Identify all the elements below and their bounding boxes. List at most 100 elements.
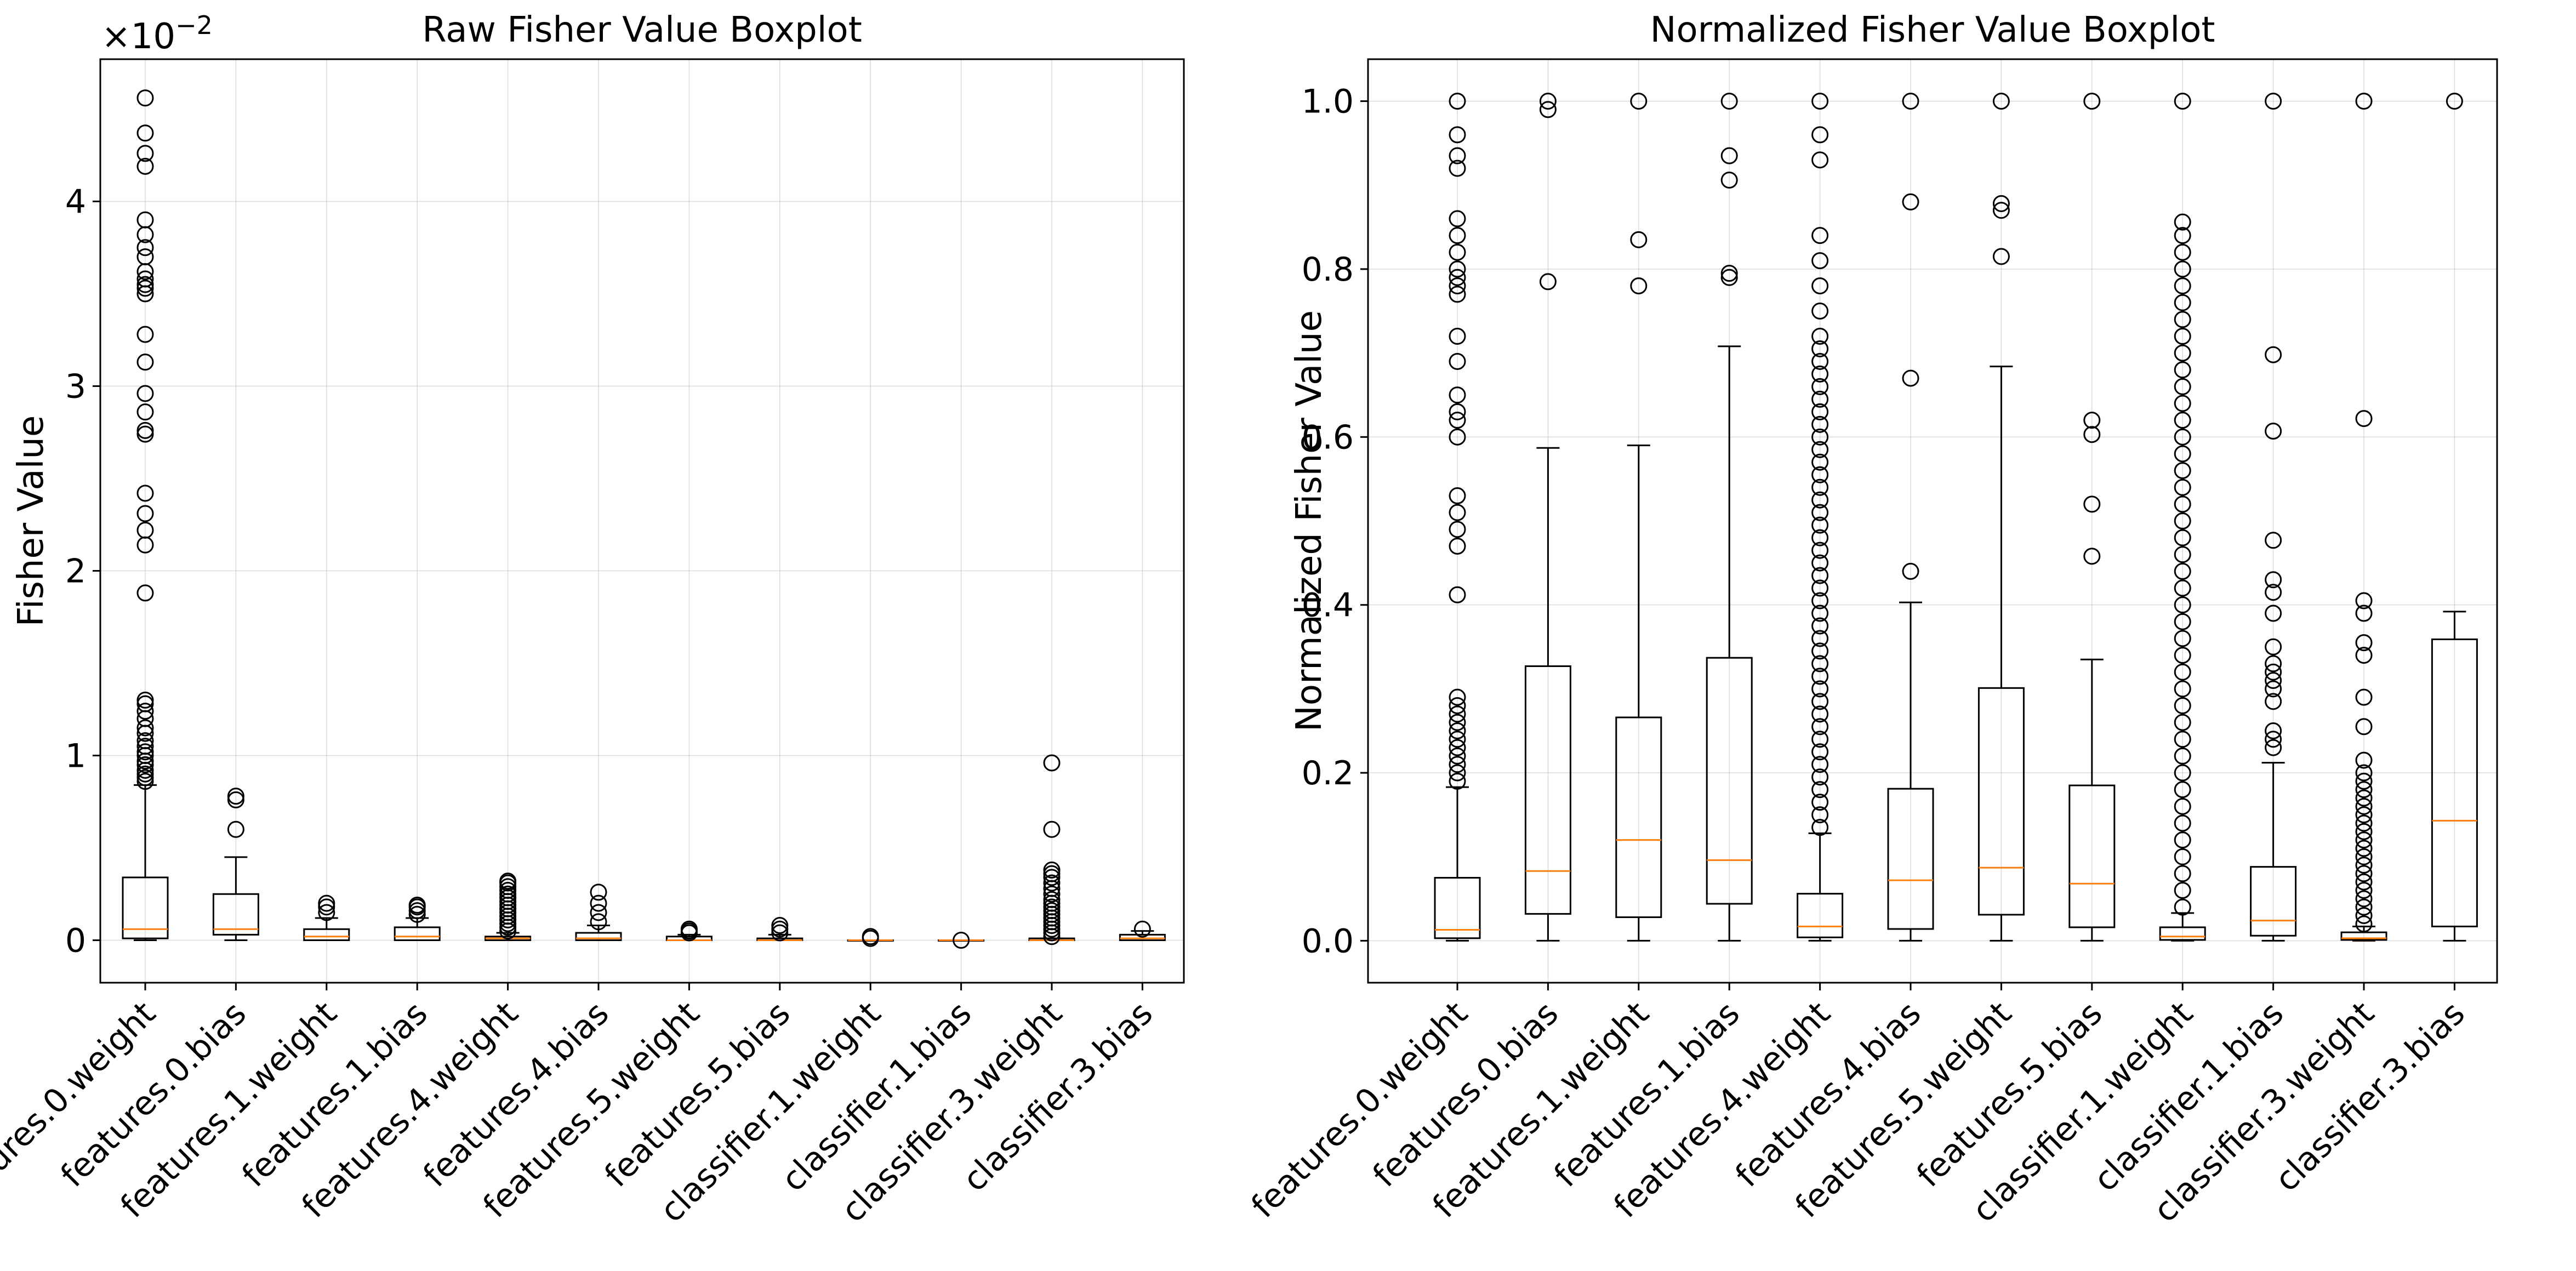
outlier-point — [1811, 655, 1829, 672]
outlier-point — [1811, 365, 1829, 383]
box-iqr — [2250, 866, 2297, 937]
outlier-point — [2174, 647, 2191, 664]
outlier-point — [2265, 638, 2282, 656]
outlier-point — [2174, 243, 2191, 261]
outlier-point — [1449, 386, 1466, 404]
outlier-point — [2355, 823, 2373, 840]
outlier-point — [2174, 747, 2191, 765]
outlier-point — [1539, 101, 1557, 118]
outlier-point — [136, 354, 154, 371]
outlier-point — [2355, 890, 2373, 908]
outlier-point — [136, 756, 154, 773]
outlier-point — [408, 902, 426, 920]
outlier-point — [2355, 789, 2373, 807]
outlier-point — [136, 248, 154, 266]
outlier-point — [1811, 516, 1829, 534]
box-iqr — [1119, 933, 1166, 941]
axes-frame — [99, 58, 1185, 984]
outlier-point — [2355, 634, 2373, 652]
box-features.1.weight — [303, 894, 350, 941]
outlier-point — [1449, 227, 1466, 244]
outlier-point — [2355, 915, 2373, 933]
outlier-point — [136, 521, 154, 539]
box-iqr — [2068, 784, 2116, 928]
outlier-point — [1449, 126, 1466, 144]
outlier-point — [1811, 466, 1829, 483]
outlier-point — [1811, 567, 1829, 584]
y-tick-label: 1 — [65, 737, 86, 775]
outlier-point — [2174, 395, 2191, 412]
outlier-point — [1449, 210, 1466, 227]
box-iqr — [575, 932, 622, 941]
outlier-point — [1630, 231, 1648, 248]
outlier-point — [408, 905, 426, 923]
outlier-point — [2265, 739, 2282, 756]
box-features.1.bias — [394, 896, 441, 941]
outlier-point — [1539, 273, 1557, 290]
outlier-point — [1811, 252, 1829, 270]
outlier-point — [1720, 265, 1738, 282]
outlier-point — [1449, 412, 1466, 429]
box-features.0.bias — [1524, 93, 1571, 942]
chart-title: Raw Fisher Value Boxplot — [422, 10, 862, 50]
outlier-point — [1449, 93, 1466, 110]
box-features.5.weight — [665, 920, 713, 942]
outlier-point — [2265, 655, 2282, 672]
outlier-point — [1811, 781, 1829, 799]
outlier-point — [136, 485, 154, 502]
outlier-point — [1449, 722, 1466, 739]
outlier-point — [1043, 861, 1061, 879]
outlier-point — [1449, 764, 1466, 782]
outlier-point — [136, 385, 154, 402]
outlier-point — [1449, 537, 1466, 555]
y-tick-label: 0.6 — [1302, 418, 1354, 457]
outlier-point — [1043, 891, 1061, 908]
outlier-point — [2174, 378, 2191, 395]
box-iqr — [1977, 687, 2025, 916]
outlier-point — [2174, 344, 2191, 362]
outlier-point — [1811, 680, 1829, 698]
axis-scale-base: ×10 — [101, 16, 175, 57]
outlier-point — [1811, 794, 1829, 811]
outlier-point — [2355, 814, 2373, 832]
outlier-point — [136, 145, 154, 162]
outlier-point — [1630, 277, 1648, 295]
outlier-point — [136, 584, 154, 602]
box-iqr — [1524, 665, 1571, 915]
box-features.5.bias — [2068, 93, 2116, 942]
outlier-point — [2174, 478, 2191, 496]
outlier-point — [2174, 562, 2191, 580]
outlier-point — [136, 769, 154, 786]
outlier-point — [2355, 410, 2373, 428]
outlier-point — [136, 124, 154, 142]
outlier-point — [2355, 751, 2373, 769]
outlier-point — [1811, 617, 1829, 635]
box-classifier.3.bias — [1119, 920, 1166, 941]
outlier-point — [1449, 714, 1466, 731]
outlier-point — [590, 884, 607, 901]
outlier-point — [1043, 820, 1061, 838]
outlier-point — [1811, 352, 1829, 370]
y-tick-label: 0.0 — [1302, 922, 1354, 960]
outlier-point — [2174, 596, 2191, 614]
chart-title: Normalized Fisher Value Boxplot — [1650, 10, 2215, 50]
y-tick-label: 0.8 — [1302, 250, 1354, 289]
outlier-point — [2174, 848, 2191, 865]
outlier-point — [2265, 722, 2282, 739]
outlier-point — [2174, 663, 2191, 681]
outlier-point — [136, 732, 154, 750]
outlier-point — [1902, 193, 1919, 210]
outlier-point — [2174, 697, 2191, 714]
outlier-point — [2355, 882, 2373, 899]
outlier-point — [1811, 277, 1829, 295]
outlier-point — [1043, 885, 1061, 903]
outlier-point — [2174, 898, 2191, 916]
outlier-point — [2083, 412, 2101, 429]
outlier-point — [136, 695, 154, 713]
outlier-point — [2355, 857, 2373, 874]
outlier-point — [1811, 93, 1829, 110]
outlier-point — [2265, 346, 2282, 363]
outlier-point — [2174, 781, 2191, 799]
outlier-point — [499, 878, 517, 896]
